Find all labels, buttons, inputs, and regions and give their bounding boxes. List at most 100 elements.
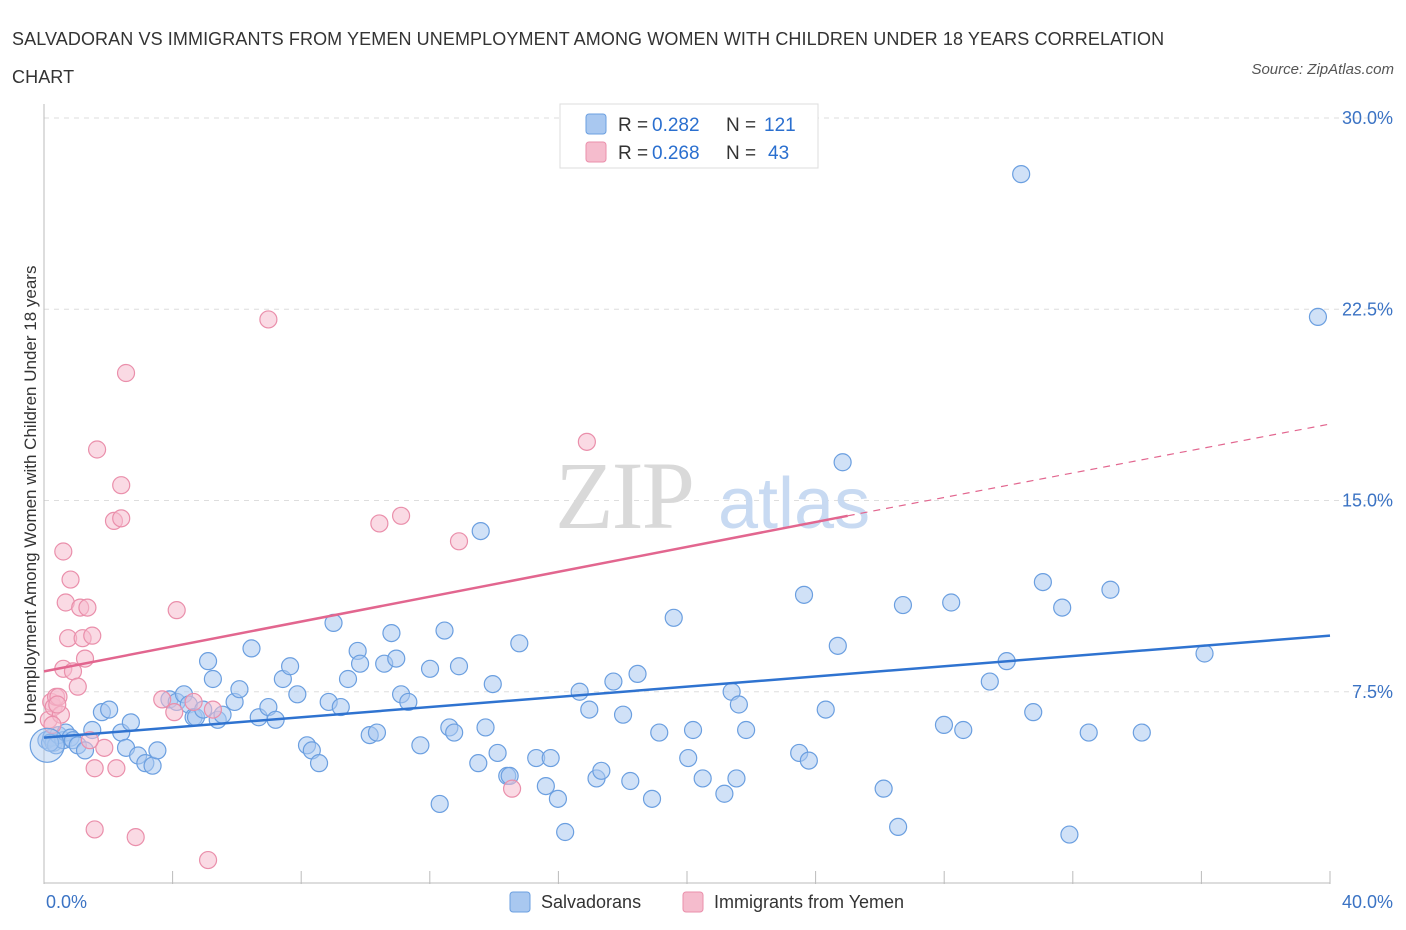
data-points xyxy=(29,165,1328,870)
yemen-point xyxy=(165,703,184,722)
salvadoran-point xyxy=(387,649,406,668)
watermark-atlas: atlas xyxy=(718,464,870,544)
legend-swatch-salvadorans xyxy=(509,891,531,913)
yemen-point xyxy=(87,440,107,459)
legend-swatch-yemen xyxy=(682,891,704,913)
legend-swatch-blue xyxy=(585,113,607,135)
yemen-point xyxy=(48,695,67,714)
yemen-point xyxy=(112,509,131,528)
salvadoran-point xyxy=(683,720,703,740)
salvadoran-point xyxy=(889,817,908,837)
yemen-trend-extension xyxy=(847,423,1331,517)
yemen-point xyxy=(54,542,73,561)
salvadoran-point xyxy=(954,720,973,740)
salvadoran-point xyxy=(309,754,329,773)
salvadoran-point xyxy=(621,771,640,791)
yemen-point xyxy=(83,626,102,645)
salvadoran-point xyxy=(1308,307,1328,326)
yemen-point xyxy=(259,310,278,329)
y-axis-label: Unemployment Among Women with Children U… xyxy=(21,266,40,725)
salvadoran-point xyxy=(476,718,495,737)
salvadoran-point xyxy=(510,634,529,653)
y-tick-label: 15.0% xyxy=(1342,491,1393,511)
salvadoran-point xyxy=(570,682,589,701)
salvadoran-point xyxy=(604,672,623,691)
yemen-point xyxy=(78,598,97,617)
yemen-point xyxy=(167,601,186,620)
yemen-point xyxy=(198,850,218,870)
yemen-point xyxy=(116,363,136,383)
salvadoran-point xyxy=(642,789,662,808)
salvadoran-point xyxy=(230,680,249,699)
yemen-point xyxy=(61,570,80,589)
salvadoran-point xyxy=(1033,572,1052,592)
yemen-point xyxy=(391,506,411,525)
yemen-point xyxy=(184,692,203,712)
salvadoran-point xyxy=(350,654,370,673)
salvadoran-point xyxy=(816,700,835,719)
salvadoran-point xyxy=(613,705,633,724)
legend-label-yemen: Immigrants from Yemen xyxy=(714,892,904,912)
salvadoran-point xyxy=(942,593,961,612)
salvadoran-point xyxy=(148,741,167,760)
yemen-point xyxy=(449,532,469,551)
salvadoran-point xyxy=(435,621,454,640)
salvadoran-point xyxy=(420,659,440,678)
legend-r-label-1: R = xyxy=(618,115,648,136)
salvadoran-point xyxy=(198,652,218,671)
salvadoran-point xyxy=(536,776,555,796)
salvadoran-point xyxy=(382,623,401,643)
salvadoran-point xyxy=(679,748,698,768)
legend-n-label-1: N = xyxy=(726,115,756,136)
salvadoran-point xyxy=(799,751,818,770)
legend-n-value-2: 43 xyxy=(768,143,789,164)
salvadoran-point xyxy=(469,754,488,773)
salvadoran-point xyxy=(548,789,568,808)
salvadoran-point xyxy=(980,672,999,691)
yemen-point xyxy=(577,432,596,451)
yemen-point xyxy=(153,690,172,709)
x-tick-max: 40.0% xyxy=(1342,892,1393,912)
salvadoran-point xyxy=(794,585,814,604)
salvadoran-point xyxy=(693,769,712,788)
yemen-point xyxy=(68,677,87,696)
salvadoran-point xyxy=(399,692,418,712)
salvadoran-point xyxy=(29,727,65,763)
salvadoran-point xyxy=(729,695,748,714)
salvadoran-point xyxy=(1024,703,1043,722)
salvadoran-point xyxy=(828,636,847,655)
y-tick-label: 30.0% xyxy=(1342,108,1393,128)
salvadoran-point xyxy=(934,715,954,735)
correlation-legend: R = 0.282 N = 121 R = 0.268 N = 43 xyxy=(559,103,819,169)
salvadoran-point xyxy=(242,639,261,658)
yemen-point xyxy=(502,779,522,798)
yemen-point xyxy=(203,700,222,719)
legend-r-label-2: R = xyxy=(618,143,648,164)
y-tick-label: 7.5% xyxy=(1352,682,1393,702)
yemen-point xyxy=(85,759,104,778)
salvadoran-point xyxy=(100,700,119,719)
gridlines xyxy=(44,117,1392,693)
yemen-point xyxy=(370,514,389,533)
salvadoran-point xyxy=(556,822,575,842)
salvadoran-point xyxy=(541,748,560,768)
yemen-point xyxy=(43,715,62,735)
salvadoran-point xyxy=(1012,165,1031,184)
salvadoran-point xyxy=(1132,723,1151,742)
legend-n-label-2: N = xyxy=(726,143,756,164)
salvadoran-point xyxy=(580,700,599,719)
salvadoran-point xyxy=(203,669,222,689)
yemen-trend-line xyxy=(43,514,848,673)
trend-lines xyxy=(43,423,1331,739)
x-tick-min: 0.0% xyxy=(46,892,87,912)
salvadoran-point xyxy=(664,608,683,627)
salvadoran-point xyxy=(628,664,647,684)
salvadoran-trend-line xyxy=(43,634,1331,739)
salvadoran-point xyxy=(445,723,464,742)
salvadoran-point xyxy=(281,657,300,676)
y-tick-label: 22.5% xyxy=(1342,299,1393,319)
legend-r-value-1: 0.282 xyxy=(652,115,700,136)
salvadoran-point xyxy=(471,521,490,541)
salvadoran-point xyxy=(143,756,162,775)
